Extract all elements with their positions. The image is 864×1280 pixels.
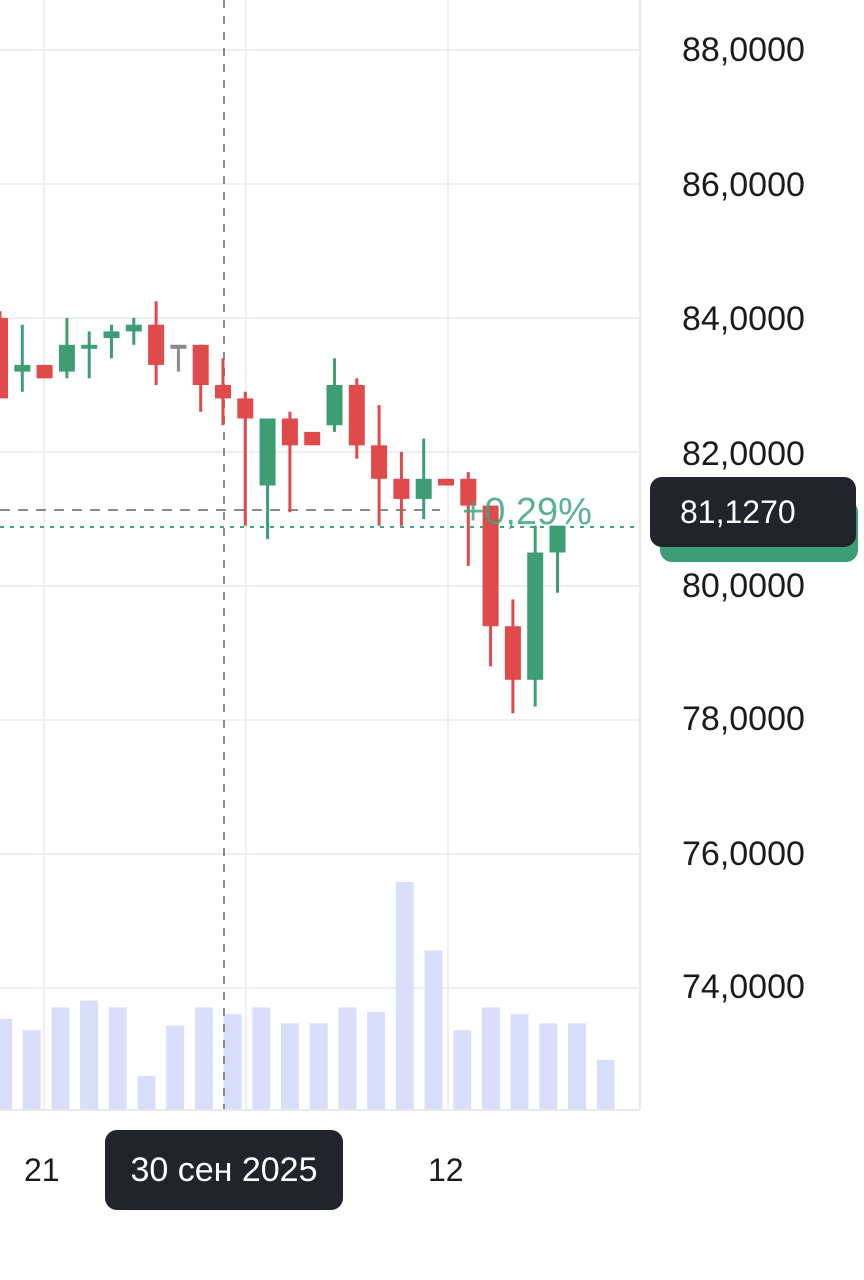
volume-bar	[338, 1007, 357, 1110]
candle-body	[0, 318, 8, 399]
candle-body	[81, 344, 98, 349]
volume-bar	[80, 1000, 99, 1110]
volume-bar	[223, 1014, 242, 1110]
current-price-badge: 81,1270	[650, 477, 856, 547]
volume-bar	[108, 1007, 127, 1110]
price-label-74: 74,0000	[682, 968, 805, 1006]
candle-body	[170, 344, 187, 349]
volume-bar	[166, 1025, 185, 1110]
candle-body	[215, 385, 231, 399]
candle-body	[460, 478, 477, 506]
price-label-84: 84,0000	[682, 300, 805, 338]
volume-bar	[367, 1011, 386, 1110]
volume-bar	[281, 1023, 299, 1110]
price-label-76: 76,0000	[682, 835, 805, 873]
candle-body	[14, 364, 31, 372]
volume-bar	[252, 1007, 271, 1110]
volume-bar	[453, 1030, 472, 1110]
candle-body	[482, 505, 499, 627]
candles	[0, 301, 566, 714]
change-percent-label: +0,29%	[462, 491, 592, 533]
x-label-21: 21	[24, 1152, 60, 1188]
volume-bar	[539, 1023, 558, 1110]
price-label-88: 88,0000	[682, 31, 805, 69]
volume-bar	[194, 1007, 213, 1110]
candle-body	[304, 431, 321, 446]
candle-body	[348, 385, 365, 446]
x-label-12: 12	[428, 1152, 464, 1188]
volume-bar	[568, 1023, 586, 1110]
chart-grid	[0, 0, 640, 1110]
volume-bar	[481, 1007, 500, 1110]
price-label-82: 82,0000	[682, 435, 805, 473]
volume-bar	[395, 882, 414, 1110]
candle-body	[281, 418, 298, 446]
candle-body	[125, 324, 142, 332]
volume-bar	[51, 1007, 70, 1110]
price-label-78: 78,0000	[682, 700, 805, 738]
candle-body	[58, 344, 75, 372]
volume-bar	[0, 1018, 12, 1110]
candle-body	[527, 552, 544, 680]
price-label-86: 86,0000	[682, 166, 805, 204]
candle-body	[148, 324, 165, 365]
volume-bar	[22, 1030, 41, 1110]
candle-body	[103, 331, 120, 339]
candle-body	[326, 385, 343, 426]
candle-body	[36, 364, 53, 379]
volume-bar	[596, 1059, 615, 1110]
candle-body	[237, 398, 254, 419]
candle-body	[549, 525, 566, 553]
candle-body	[259, 418, 276, 486]
candle-body	[438, 478, 454, 486]
candle-body	[192, 344, 209, 385]
candle-body	[371, 445, 388, 479]
volume-bar	[424, 950, 443, 1110]
price-label-80: 80,0000	[682, 567, 805, 605]
candle-body	[504, 626, 521, 680]
candle-body	[415, 478, 432, 499]
crosshair-date-badge: 30 сен 2025	[105, 1130, 343, 1210]
volume-bars	[0, 882, 615, 1110]
volume-bar	[510, 1014, 529, 1110]
volume-bar	[309, 1023, 328, 1110]
candle-body	[393, 478, 410, 499]
volume-bar	[137, 1075, 156, 1110]
